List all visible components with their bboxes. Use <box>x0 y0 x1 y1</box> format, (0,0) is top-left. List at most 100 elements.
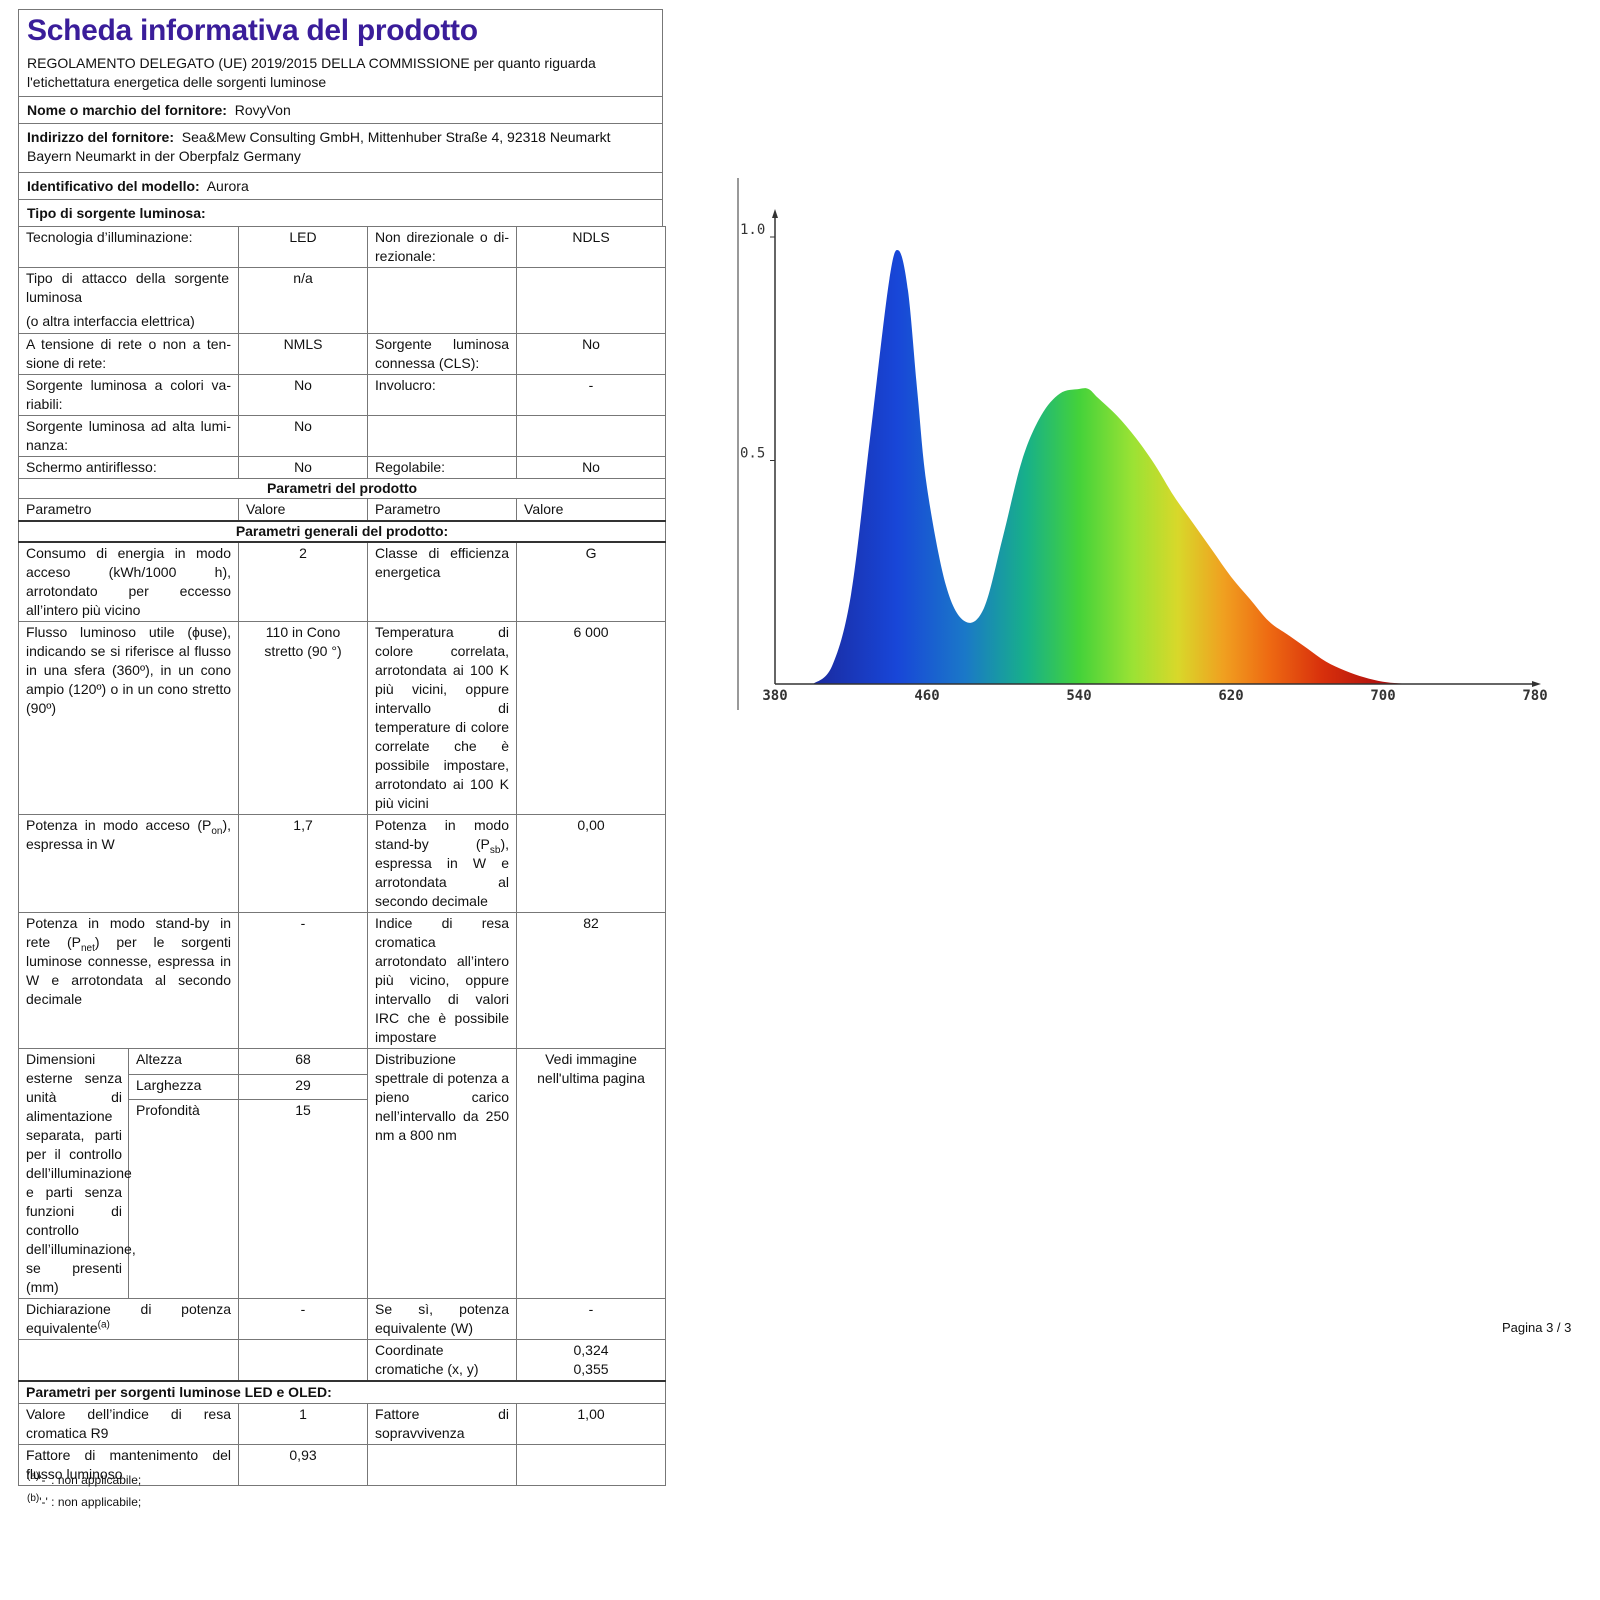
depth-value: 15 <box>238 1099 369 1299</box>
table-row: Profondità 15 <box>19 1099 666 1299</box>
mains-value: NMLS <box>238 333 369 375</box>
table-row: Parametri del prodotto <box>17 478 667 499</box>
directional-label: Non direzionale o di-rezionale: <box>367 226 518 268</box>
model-label: Identificativo del modello: <box>27 178 200 194</box>
psb-value: 0,00 <box>516 814 667 913</box>
cap-value: n/a <box>238 267 369 334</box>
table-row: Flusso luminoso utile (ϕuse), indicando … <box>17 621 667 815</box>
equiv-power-value: - <box>516 1298 667 1340</box>
table-row: Potenza in modo stand-by in rete (Pnet) … <box>17 912 667 1049</box>
pnet-label: Potenza in modo stand-by in rete (Pnet) … <box>17 912 240 1049</box>
highlum-label: Sorgente luminosa ad alta lumi-nanza: <box>17 415 240 457</box>
footnote-b: (b)'-' : non applicabile; <box>27 1493 142 1510</box>
supplier-address-value: Sea&Mew Consulting GmbH, Mittenhuber Str… <box>27 129 611 164</box>
tech-label: Tecnologia d’illuminazione: <box>17 226 240 268</box>
table-row: Dimensioni esterne senza unità di alimen… <box>18 1048 667 1299</box>
equiv-label: Dichiarazione di potenza equivalente(a) <box>17 1298 240 1340</box>
pnet-value: - <box>238 912 369 1049</box>
col-header-param: Parametro <box>17 498 240 522</box>
empty-cell <box>367 1444 518 1486</box>
chroma-label: Coordinate cromatiche (x, y) <box>367 1339 518 1382</box>
table-row: Schermo antiriflesso: No Regolabile: No <box>17 456 667 479</box>
connected-value: No <box>516 333 667 375</box>
page-number: Pagina 3 / 3 <box>1502 1320 1572 1335</box>
table-row: Sorgente luminosa a colori va-riabili: N… <box>17 374 667 416</box>
led-params-title: Parametri per sorgenti luminose LED e OL… <box>17 1380 667 1404</box>
empty-cell <box>516 415 667 457</box>
spectral-distribution-chart: 1.0 0.5 380 460 540 620 700 780 <box>737 178 1548 710</box>
survival-value: 1,00 <box>516 1403 667 1445</box>
footnotes: (a)'-' : non applicabile; (b)'-' : non a… <box>27 1472 141 1510</box>
supplier-address-row: Indirizzo del fornitore: Sea&Mew Consult… <box>18 123 663 172</box>
survival-label: Fattore di sopravvivenza <box>367 1403 518 1445</box>
width-value: 29 <box>238 1073 369 1100</box>
table-row: Potenza in modo acceso (Pon), espressa i… <box>17 814 667 913</box>
dimmable-value: No <box>516 456 667 479</box>
y-tick-label: 0.5 <box>740 446 765 462</box>
x-tick-label: 620 <box>1218 688 1243 704</box>
empty-cell <box>516 267 667 334</box>
empty-cell <box>238 1339 369 1382</box>
source-type-row: Tipo di sorgente luminosa: <box>18 199 663 226</box>
spectrum-area <box>813 250 1421 684</box>
table-row: Fattore di mantenimento del flusso lumin… <box>17 1444 667 1486</box>
spd-value: Vedi immagine nell'ultima pagina <box>516 1048 667 1299</box>
empty-cell <box>17 1339 240 1382</box>
col-header-value: Valore <box>516 498 667 522</box>
y-tick-label: 1.0 <box>740 222 765 238</box>
lumen-label: Fattore di mantenimento del flusso lumin… <box>17 1444 240 1486</box>
equiv-power-label: Se sì, potenza equivalente (W) <box>367 1298 518 1340</box>
general-params-title: Parametri generali del prodotto: <box>17 520 667 543</box>
table-row: Parametri per sorgenti luminose LED e OL… <box>17 1380 667 1404</box>
source-type-label: Tipo di sorgente luminosa: <box>27 205 206 221</box>
cap-label: Tipo di attacco della sorgente luminosa … <box>17 267 240 334</box>
chroma-value: 0,324 0,355 <box>516 1339 667 1382</box>
page-title: Scheda informativa del prodotto <box>27 14 478 47</box>
product-info-sheet: Scheda informativa del prodotto REGOLAME… <box>17 9 667 1486</box>
table-row: A tensione di rete o non a ten-sione di … <box>17 333 667 375</box>
table-row: Valore dell’indice di resa cromatica R9 … <box>17 1403 667 1445</box>
supplier-address-label: Indirizzo del fornitore: <box>27 129 174 145</box>
model-row: Identificativo del modello: Aurora <box>18 172 663 199</box>
plot-area <box>813 250 1421 684</box>
antiglare-label: Schermo antiriflesso: <box>17 456 240 479</box>
supplier-name-value: RovyVon <box>234 102 291 118</box>
product-params-title: Parametri del prodotto <box>17 478 667 499</box>
flux-value: 110 in Cono stretto (90 °) <box>238 621 369 815</box>
pon-label: Potenza in modo acceso (Pon), espressa i… <box>17 814 240 913</box>
class-value: G <box>516 541 667 622</box>
table-row: Parametri generali del prodotto: <box>17 520 667 543</box>
depth-label: Profondità <box>127 1099 240 1299</box>
height-label: Altezza <box>127 1048 240 1075</box>
cri-value: 82 <box>516 912 667 1049</box>
sheet-header: Scheda informativa del prodotto REGOLAME… <box>18 9 663 96</box>
cct-value: 6 000 <box>516 621 667 815</box>
envelope-value: - <box>516 374 667 416</box>
dims-label: Dimensioni esterne senza unità di alimen… <box>18 1048 136 1299</box>
r9-label: Valore dell’indice di resa cromatica R9 <box>17 1403 240 1445</box>
empty-cell <box>367 267 518 334</box>
lumen-value: 0,93 <box>238 1444 369 1486</box>
table-row: Coordinate cromatiche (x, y) 0,324 0,355 <box>17 1339 667 1382</box>
envelope-label: Involucro: <box>367 374 518 416</box>
r9-value: 1 <box>238 1403 369 1445</box>
colour-value: No <box>238 374 369 416</box>
regulation-text: REGOLAMENTO DELEGATO (UE) 2019/2015 DELL… <box>27 55 596 90</box>
table-row: Sorgente luminosa ad alta lumi-nanza: No <box>17 415 667 457</box>
col-header-value: Valore <box>238 498 369 522</box>
mains-label: A tensione di rete o non a ten-sione di … <box>17 333 240 375</box>
connected-label: Sorgente luminosa connessa (CLS): <box>367 333 518 375</box>
pon-value: 1,7 <box>238 814 369 913</box>
table-row: Tecnologia d’illuminazione: LED Non dire… <box>17 226 667 268</box>
height-value: 68 <box>238 1048 369 1075</box>
supplier-name-label: Nome o marchio del fornitore: <box>27 102 227 118</box>
directional-value: NDLS <box>516 226 667 268</box>
equiv-value: - <box>238 1298 369 1340</box>
flux-label: Flusso luminoso utile (ϕuse), indicando … <box>17 621 240 815</box>
energy-label: Consumo di energia in modo acceso (kWh/1… <box>17 541 240 622</box>
dimmable-label: Regolabile: <box>367 456 518 479</box>
class-label: Classe di efficienza energetica <box>367 541 518 622</box>
x-tick-label: 780 <box>1522 688 1547 704</box>
col-header-param: Parametro <box>367 498 518 522</box>
colour-label: Sorgente luminosa a colori va-riabili: <box>17 374 240 416</box>
